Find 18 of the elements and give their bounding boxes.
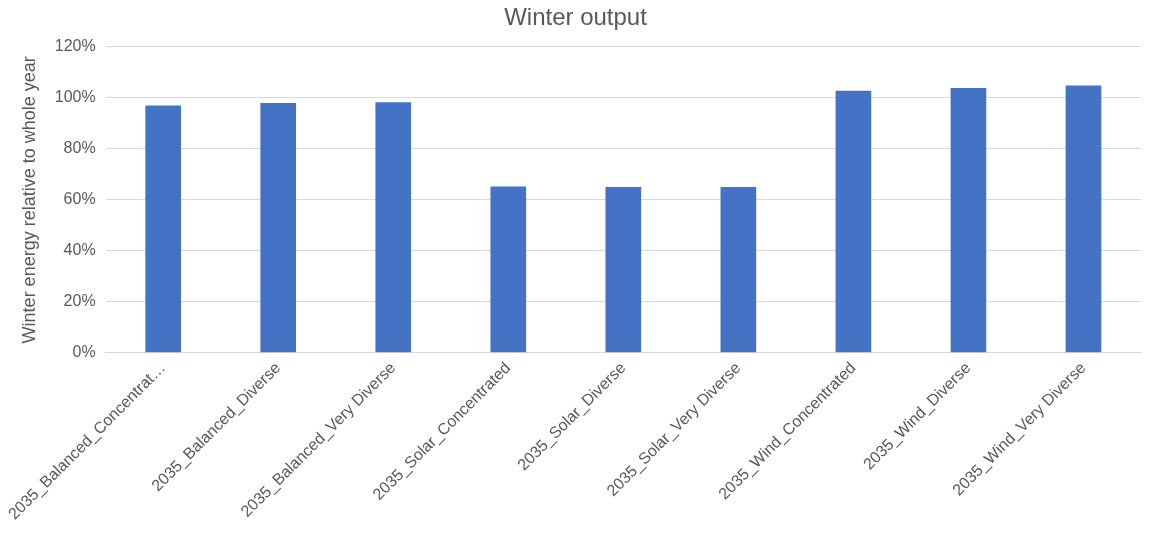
- y-tick-label: 0%: [72, 343, 96, 361]
- y-axis-title: Winter energy relative to whole year: [18, 56, 39, 344]
- y-tick-label: 40%: [63, 241, 96, 259]
- bar: [950, 88, 987, 353]
- bar: [835, 90, 872, 353]
- bar: [1065, 85, 1102, 353]
- bar: [490, 186, 527, 353]
- bar: [720, 187, 757, 353]
- bar: [375, 102, 412, 353]
- chart-title: Winter output: [504, 3, 648, 31]
- y-tick-label: 80%: [63, 139, 96, 157]
- bar: [145, 105, 181, 353]
- y-tick-label: 60%: [63, 190, 96, 208]
- y-tick-label: 100%: [54, 88, 96, 106]
- bar: [605, 187, 642, 353]
- bar: [260, 102, 297, 353]
- y-tick-label: 120%: [54, 37, 96, 55]
- y-tick-label: 20%: [63, 292, 96, 310]
